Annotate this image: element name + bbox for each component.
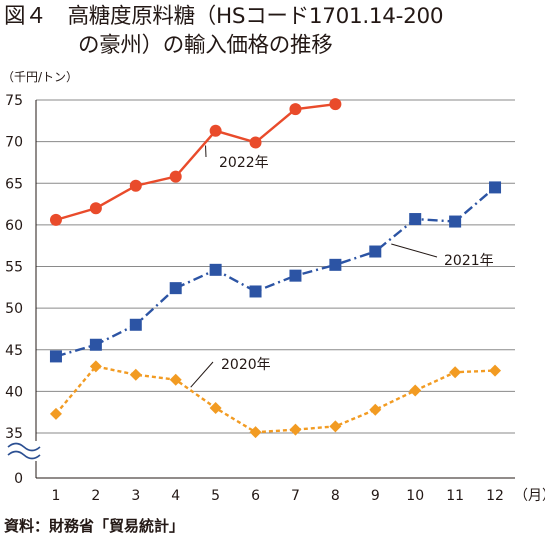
series-line-2: [55, 365, 496, 434]
chart-title-line-2: の豪州）の輸入価格の推移: [78, 33, 333, 58]
point-0-6: [249, 136, 262, 149]
point-1-12: [489, 181, 502, 194]
y-tick-60: 60: [5, 218, 23, 234]
axis-break-mask: [8, 441, 42, 461]
point-2-5: [209, 402, 222, 415]
x-tick-labels: 1 2 3 4 5 6 7 8 9 10 11 12: [51, 488, 503, 504]
point-1-2: [89, 338, 102, 351]
chart-title-line-1: 図４ 高糖度原料糖（HSコード1701.14-200: [4, 4, 444, 29]
axis-break-wave-1: [7, 442, 41, 452]
y-tick-45: 45: [5, 343, 23, 359]
y-tick-35: 35: [5, 426, 23, 442]
series-line-1: [55, 186, 496, 358]
axis-break-wave-2: [7, 450, 41, 460]
x-tick-6: 6: [251, 488, 260, 504]
series-labels: 2022年 2021年 2020年: [190, 145, 494, 388]
y-axis-label: （千円/トン）: [2, 70, 78, 84]
point-0-2: [89, 202, 102, 215]
y-tick-50: 50: [5, 301, 23, 317]
chart-title: 図４ 高糖度原料糖（HSコード1701.14-200 の豪州）の輸入価格の推移: [4, 2, 544, 60]
point-1-6: [249, 285, 262, 298]
leader-2: [190, 361, 214, 388]
point-1-10: [409, 213, 422, 226]
point-1-3: [129, 318, 142, 331]
series-line-0: [55, 102, 336, 222]
point-1-5: [209, 263, 222, 276]
x-tick-12: 12: [486, 488, 504, 504]
series-2: [49, 360, 502, 439]
series-label-0: 2022年: [219, 155, 269, 171]
leader-1: [391, 243, 438, 258]
y-tick-40: 40: [5, 384, 23, 400]
point-2-10: [409, 384, 422, 397]
point-1-4: [169, 282, 182, 295]
point-2-12: [489, 364, 502, 377]
point-2-3: [129, 368, 142, 381]
x-tick-9: 9: [371, 488, 380, 504]
point-0-5: [209, 124, 222, 137]
point-2-2: [89, 360, 102, 373]
axes: [7, 100, 515, 479]
x-tick-5: 5: [211, 488, 220, 504]
x-axis-label: （月）: [514, 488, 545, 504]
x-tick-10: 10: [406, 488, 424, 504]
point-0-8: [329, 98, 342, 111]
point-1-11: [449, 215, 462, 228]
point-2-9: [369, 403, 382, 416]
series-label-1: 2021年: [444, 253, 494, 269]
y-tick-labels: 0 35 40 45 50 55 60 65 70 75: [5, 93, 23, 487]
source-note: 資料：財務省「貿易統計」: [4, 517, 185, 535]
series-group: [49, 98, 502, 439]
x-tick-8: 8: [331, 488, 340, 504]
x-tick-7: 7: [291, 488, 300, 504]
point-2-11: [449, 366, 462, 379]
y-tick-70: 70: [5, 135, 23, 151]
x-tick-2: 2: [91, 488, 100, 504]
y-tick-65: 65: [5, 176, 23, 192]
point-1-8: [329, 258, 342, 271]
point-1-9: [369, 245, 382, 258]
y-tick-55: 55: [5, 260, 23, 276]
x-tick-1: 1: [51, 488, 60, 504]
point-2-6: [249, 426, 262, 439]
point-2-1: [49, 407, 62, 420]
point-0-1: [49, 213, 62, 226]
point-2-8: [329, 420, 342, 433]
y-tick-75: 75: [5, 93, 23, 109]
series-0: [49, 98, 342, 226]
x-tick-3: 3: [131, 488, 140, 504]
point-0-3: [129, 179, 142, 192]
point-1-1: [49, 350, 62, 363]
point-2-4: [169, 373, 182, 386]
x-tick-4: 4: [171, 488, 180, 504]
series-label-2: 2020年: [221, 357, 271, 373]
point-0-7: [289, 103, 302, 116]
point-2-7: [289, 423, 302, 436]
series-1: [49, 181, 502, 363]
point-0-4: [169, 170, 182, 183]
y-tick-0: 0: [14, 471, 23, 487]
grid-lines: [36, 99, 515, 434]
x-tick-11: 11: [446, 488, 464, 504]
point-1-7: [289, 269, 302, 282]
